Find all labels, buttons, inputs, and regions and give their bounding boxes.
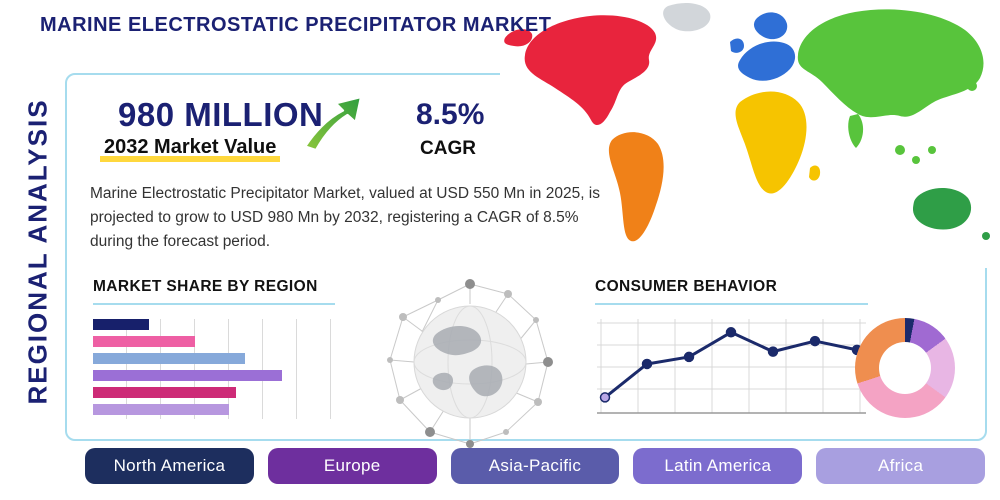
region-island-3 (928, 146, 936, 154)
region-button-africa[interactable]: Africa (816, 448, 985, 484)
region-button-latin-america[interactable]: Latin America (633, 448, 803, 484)
bar-segment-5 (93, 404, 229, 415)
market-value-caption-text: 2032 Market Value (100, 136, 281, 162)
bar-segment-1 (93, 336, 195, 347)
continent-europe (738, 41, 796, 81)
side-label-regional-analysis: REGIONAL ANALYSIS (22, 98, 53, 405)
region-buttons-row: North America Europe Asia-Pacific Latin Ame… (85, 448, 985, 484)
region-uk (730, 38, 744, 53)
market-value-stat: 980 MILLION (118, 96, 324, 133)
cagr-caption: CAGR (420, 138, 476, 159)
world-map (500, 0, 1000, 268)
growth-arrow-icon (304, 95, 363, 152)
consumer-behavior-line-chart (597, 319, 866, 414)
market-share-bar-chart (93, 319, 335, 419)
region-scandinavia (753, 12, 788, 40)
bar-row-3 (93, 370, 335, 381)
bar-segment-3 (93, 370, 282, 381)
market-share-section: MARKET SHARE BY REGION (93, 278, 335, 419)
bar-row-1 (93, 336, 335, 347)
bar-segment-0 (93, 319, 149, 330)
continent-north-america (524, 15, 657, 126)
cagr-stat: 8.5% (416, 98, 485, 131)
region-new-zealand (982, 232, 990, 240)
region-island-1 (895, 145, 905, 155)
continent-greenland (663, 2, 711, 32)
continent-south-america (608, 132, 664, 242)
region-button-north-america[interactable]: North America (85, 448, 254, 484)
region-button-europe[interactable]: Europe (267, 448, 437, 484)
globe-network-illustration (387, 279, 553, 448)
bar-segment-2 (93, 353, 246, 364)
bar-row-5 (93, 404, 335, 415)
bar-row-2 (93, 353, 335, 364)
continent-australia (912, 187, 972, 230)
continent-africa (735, 91, 807, 194)
market-share-heading: MARKET SHARE BY REGION (93, 278, 335, 305)
donut-chart (855, 318, 955, 418)
region-india (848, 114, 864, 148)
bar-row-0 (93, 319, 335, 330)
region-madagascar (809, 165, 821, 181)
consumer-behavior-section: CONSUMER BEHAVIOR (595, 278, 868, 425)
continent-asia (797, 9, 984, 118)
market-value-caption: 2032 Market Value (100, 136, 281, 162)
bar-segment-4 (93, 387, 236, 398)
region-button-asia-pacific[interactable]: Asia-Pacific (450, 448, 620, 484)
market-description: Marine Electrostatic Precipitator Market… (90, 185, 601, 251)
page-title: MARINE ELECTROSTATIC PRECIPITATOR MARKET (40, 14, 552, 36)
region-japan (967, 81, 977, 91)
continent-alaska (504, 29, 533, 47)
region-island-2 (912, 156, 920, 164)
consumer-behavior-heading: CONSUMER BEHAVIOR (595, 278, 868, 305)
bar-row-4 (93, 387, 335, 398)
